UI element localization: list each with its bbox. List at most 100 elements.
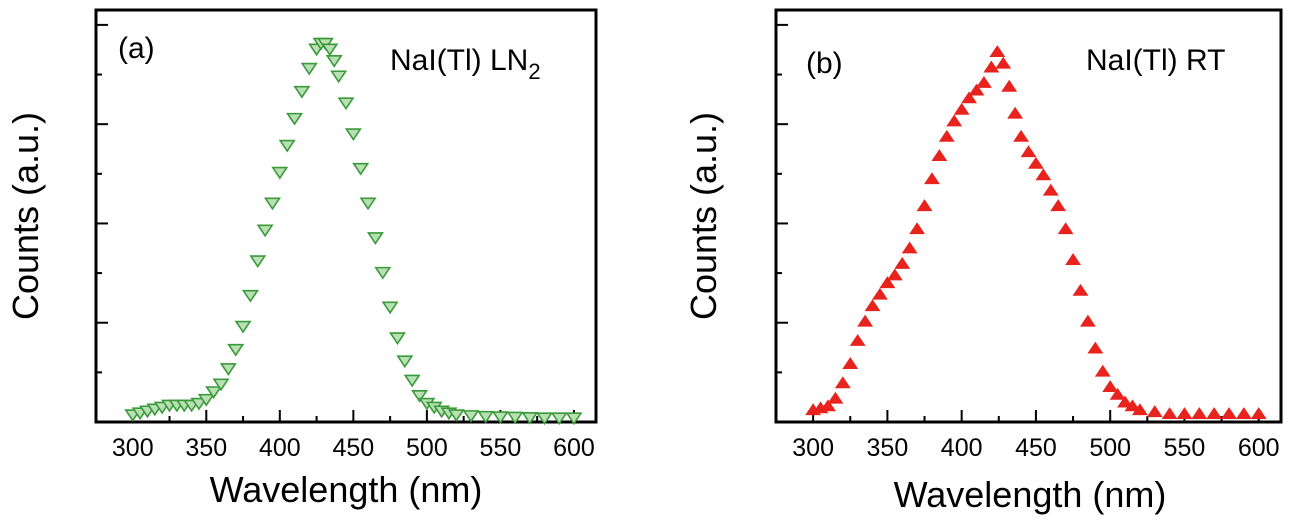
data-point-b bbox=[1124, 399, 1141, 412]
data-point-b bbox=[894, 256, 911, 269]
data-point-b bbox=[1065, 253, 1081, 265]
data-point-b bbox=[1250, 407, 1267, 419]
plot-frame-b bbox=[774, 8, 1283, 424]
data-point-b bbox=[1035, 168, 1052, 181]
plot-frame-a bbox=[94, 8, 598, 424]
panel-label-b: (b) bbox=[806, 47, 843, 80]
data-point-b bbox=[886, 268, 903, 281]
data-point-a bbox=[396, 355, 414, 369]
data-point-a bbox=[278, 139, 296, 153]
data-point-b bbox=[1020, 145, 1037, 158]
data-point-a bbox=[330, 70, 348, 84]
data-point-b bbox=[1221, 407, 1237, 419]
data-point-b bbox=[916, 199, 933, 212]
data-point-a bbox=[366, 232, 384, 245]
data-point-b bbox=[953, 102, 970, 115]
data-point-b bbox=[827, 391, 844, 404]
data-point-b bbox=[1117, 395, 1133, 408]
series-title-b: NaI(Tl) RT bbox=[1086, 44, 1225, 77]
data-point-b bbox=[1072, 283, 1089, 296]
data-point-b bbox=[1094, 364, 1111, 377]
data-point-a bbox=[411, 390, 429, 403]
panel-b: 300 350 400 450 500 550 600 (b) NaI(Tl) RT Wav… bbox=[683, 8, 1283, 515]
x-ticks-a: 300 350 400 450 500 550 600 bbox=[112, 410, 595, 462]
data-point-a bbox=[447, 409, 465, 423]
data-point-a bbox=[241, 289, 259, 303]
x-tick-label-a: 300 bbox=[112, 434, 154, 462]
data-point-a bbox=[325, 55, 343, 68]
x-tick-label-b: 400 bbox=[941, 434, 983, 462]
data-point-b bbox=[961, 91, 978, 104]
data-point-b bbox=[1131, 403, 1148, 416]
data-point-b bbox=[1050, 199, 1067, 212]
data-point-b bbox=[1191, 407, 1208, 419]
data-point-b bbox=[1102, 380, 1119, 393]
data-series-b bbox=[805, 45, 1267, 419]
data-point-b bbox=[1176, 407, 1193, 419]
x-tick-label-b: 600 bbox=[1238, 434, 1280, 462]
data-point-a bbox=[521, 411, 539, 425]
x-axis-title-a: Wavelength (nm) bbox=[210, 469, 483, 510]
series-title-a-main: NaI(Tl) LN bbox=[390, 44, 528, 77]
x-tick-label-a: 350 bbox=[185, 434, 227, 462]
y-ticks-b bbox=[776, 23, 788, 374]
data-point-b bbox=[842, 357, 859, 369]
x-tick-label-b: 550 bbox=[1164, 434, 1206, 462]
data-point-b bbox=[1087, 341, 1104, 354]
data-point-a bbox=[190, 397, 208, 411]
x-ticks-b: 300 350 400 450 500 550 600 bbox=[792, 410, 1280, 462]
data-point-b bbox=[931, 149, 948, 162]
data-point-a bbox=[321, 43, 339, 57]
data-point-a bbox=[286, 112, 304, 126]
data-point-b bbox=[820, 399, 836, 412]
data-point-a bbox=[477, 410, 495, 424]
data-point-a bbox=[344, 128, 362, 141]
data-point-a bbox=[197, 393, 215, 407]
x-tick-label-a: 500 bbox=[406, 434, 448, 462]
data-point-a bbox=[403, 374, 421, 388]
data-point-a bbox=[293, 85, 311, 99]
data-point-b bbox=[995, 56, 1012, 69]
x-tick-label-b: 500 bbox=[1089, 434, 1131, 462]
data-point-b bbox=[938, 129, 955, 142]
x-tick-label-a: 550 bbox=[480, 434, 522, 462]
data-point-b bbox=[983, 60, 1000, 73]
data-point-a bbox=[462, 410, 480, 423]
series-title-a-subscript: 2 bbox=[528, 59, 540, 84]
data-point-a bbox=[381, 301, 399, 315]
y-ticks-a bbox=[96, 23, 108, 374]
data-point-a bbox=[271, 166, 289, 180]
data-point-b bbox=[879, 276, 896, 289]
data-point-a bbox=[263, 197, 281, 211]
data-point-a bbox=[536, 412, 554, 426]
x-tick-label-b: 450 bbox=[1015, 434, 1057, 462]
x-tick-label-b: 300 bbox=[792, 434, 834, 462]
x-tick-label-a: 450 bbox=[332, 434, 374, 462]
data-point-b bbox=[989, 45, 1006, 58]
data-point-b bbox=[1161, 407, 1178, 419]
data-point-a bbox=[212, 378, 230, 392]
data-point-b bbox=[864, 299, 881, 312]
data-point-b bbox=[946, 114, 963, 127]
y-axis-title-b: Counts (a.u.) bbox=[683, 112, 724, 320]
data-point-b bbox=[1027, 156, 1044, 169]
data-point-b bbox=[1146, 405, 1163, 418]
data-point-a bbox=[300, 62, 318, 76]
series-title-b-main: NaI(Tl) RT bbox=[1086, 44, 1225, 77]
data-point-b bbox=[976, 75, 992, 88]
y-axis-title-a: Counts (a.u.) bbox=[5, 112, 46, 320]
data-point-a bbox=[219, 363, 237, 376]
data-point-a bbox=[388, 332, 406, 346]
data-point-b bbox=[1079, 314, 1096, 327]
data-point-b bbox=[1235, 407, 1252, 419]
data-point-a bbox=[491, 411, 509, 424]
data-point-a bbox=[205, 386, 223, 399]
data-point-a bbox=[352, 162, 370, 176]
panel-a: 300 350 400 450 500 550 600 (a) NaI(Tl) LN2 Wa… bbox=[5, 8, 598, 510]
data-point-b bbox=[849, 333, 866, 346]
series-title-a: NaI(Tl) LN2 bbox=[390, 44, 541, 84]
data-point-b bbox=[1001, 79, 1018, 92]
data-point-b bbox=[1057, 222, 1074, 235]
data-point-b bbox=[1109, 387, 1126, 400]
x-axis-title-b: Wavelength (nm) bbox=[894, 474, 1167, 515]
